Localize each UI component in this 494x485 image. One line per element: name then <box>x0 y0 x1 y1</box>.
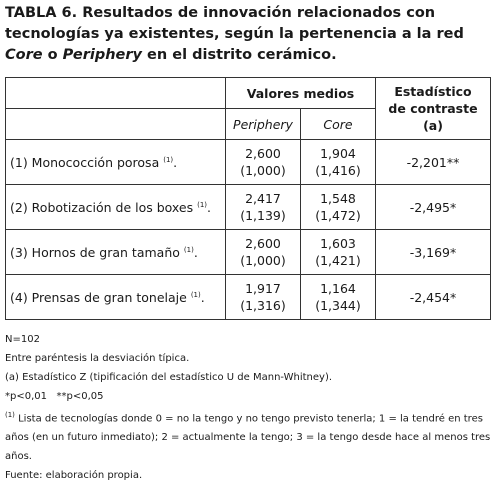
note-mark: (1) <box>190 291 201 300</box>
row: (4) Prensas de gran tonelaje (1). 1,917 (1… <box>5 274 491 320</box>
note-mark: (1) <box>5 411 15 419</box>
note-text: Lista de tecnologías donde 0 = no la ten… <box>5 413 494 463</box>
sd: (1,421) <box>315 253 361 268</box>
cell <box>5 108 226 140</box>
row: (3) Hornos de gran tamaño (1). 2,600 (1,00… <box>5 229 491 275</box>
value-cell: 2,417 (1,139) <box>225 184 301 230</box>
note: Entre paréntesis la desviación típica. <box>5 353 190 364</box>
title-text: en el distrito cerámico. <box>142 47 337 63</box>
label-text: (4) Prensas de gran tonelaje <box>10 290 187 306</box>
label-end: . <box>193 245 198 261</box>
sd: (1,472) <box>315 208 361 223</box>
sd: (1,000) <box>240 163 286 178</box>
note: (a) Estadístico Z (tipificación del esta… <box>5 372 333 383</box>
header-cell: Valores medios <box>225 77 376 109</box>
label-text: (1) Monococción porosa <box>10 155 160 171</box>
table: Valores medios Estadístico de contraste (… <box>5 77 491 320</box>
value-cell: 1,917 (1,316) <box>225 274 301 320</box>
value-cell: 1,603 (1,421) <box>300 229 376 275</box>
mean: 2,417 <box>245 191 281 206</box>
note: Fuente: elaboración propia. <box>5 470 143 482</box>
stat-cell: -2,495* <box>375 184 491 230</box>
value-cell: 1,904 (1,416) <box>300 139 376 185</box>
row-label: (1) Monococción porosa (1). <box>5 139 226 185</box>
header-text: Core <box>323 116 353 132</box>
note: (1) Lista de tecnologías donde 0 = no la… <box>5 406 491 466</box>
label-end: . <box>200 290 205 306</box>
note: *p<0,01 **p<0,05 <box>5 391 104 402</box>
row-label: (2) Robotización de los boxes (1). <box>5 184 226 230</box>
note-mark: (1) <box>183 246 194 255</box>
header-cell: Periphery <box>225 108 301 140</box>
note-mark: (1) <box>163 156 174 165</box>
value-cell: 2,600 (1,000) <box>225 139 301 185</box>
title-text: Periphery <box>62 47 142 63</box>
label-text: (2) Robotización de los boxes <box>10 200 194 216</box>
mean: 1,603 <box>320 236 356 251</box>
row: (2) Robotización de los boxes (1). 2,417 (… <box>5 184 491 230</box>
stat-cell: -3,169* <box>375 229 491 275</box>
label-end: . <box>207 200 212 216</box>
mean: 1,904 <box>320 146 356 161</box>
stat-cell: -2,201** <box>375 139 491 185</box>
sd: (1,316) <box>240 298 286 313</box>
label-end: . <box>173 155 178 171</box>
notes: N=102 Entre paréntesis la desviación típ… <box>5 330 491 485</box>
row-label: (4) Prensas de gran tonelaje (1). <box>5 274 226 320</box>
sd: (1,344) <box>315 298 361 313</box>
note-mark: (1) <box>197 201 208 210</box>
header-cell: Estadístico de contraste (a) <box>375 77 491 140</box>
mean: 1,548 <box>320 191 356 206</box>
title-text: TABLA 6. Resultados de innovación relaci… <box>5 5 464 42</box>
title-text: Core <box>5 47 43 63</box>
value-cell: 1,548 (1,472) <box>300 184 376 230</box>
mean: 1,164 <box>320 281 356 296</box>
header-text: Periphery <box>233 116 293 132</box>
title-text: o <box>42 47 63 63</box>
label-text: (3) Hornos de gran tamaño <box>10 245 180 261</box>
mean: 2,600 <box>245 146 281 161</box>
row-label: (3) Hornos de gran tamaño (1). <box>5 229 226 275</box>
title: TABLA 6. Resultados de innovación relaci… <box>5 3 485 66</box>
row: (1) Monococción porosa (1). 2,600 (1,000) 1… <box>5 139 491 185</box>
note: N=102 <box>5 334 40 345</box>
value-cell: 2,600 (1,000) <box>225 229 301 275</box>
cell <box>5 77 226 109</box>
sd: (1,139) <box>240 208 286 223</box>
sd: (1,416) <box>315 163 361 178</box>
sd: (1,000) <box>240 253 286 268</box>
mean: 2,600 <box>245 236 281 251</box>
header-cell: Core <box>300 108 376 140</box>
value-cell: 1,164 (1,344) <box>300 274 376 320</box>
stat-cell: -2,454* <box>375 274 491 320</box>
mean: 1,917 <box>245 281 281 296</box>
